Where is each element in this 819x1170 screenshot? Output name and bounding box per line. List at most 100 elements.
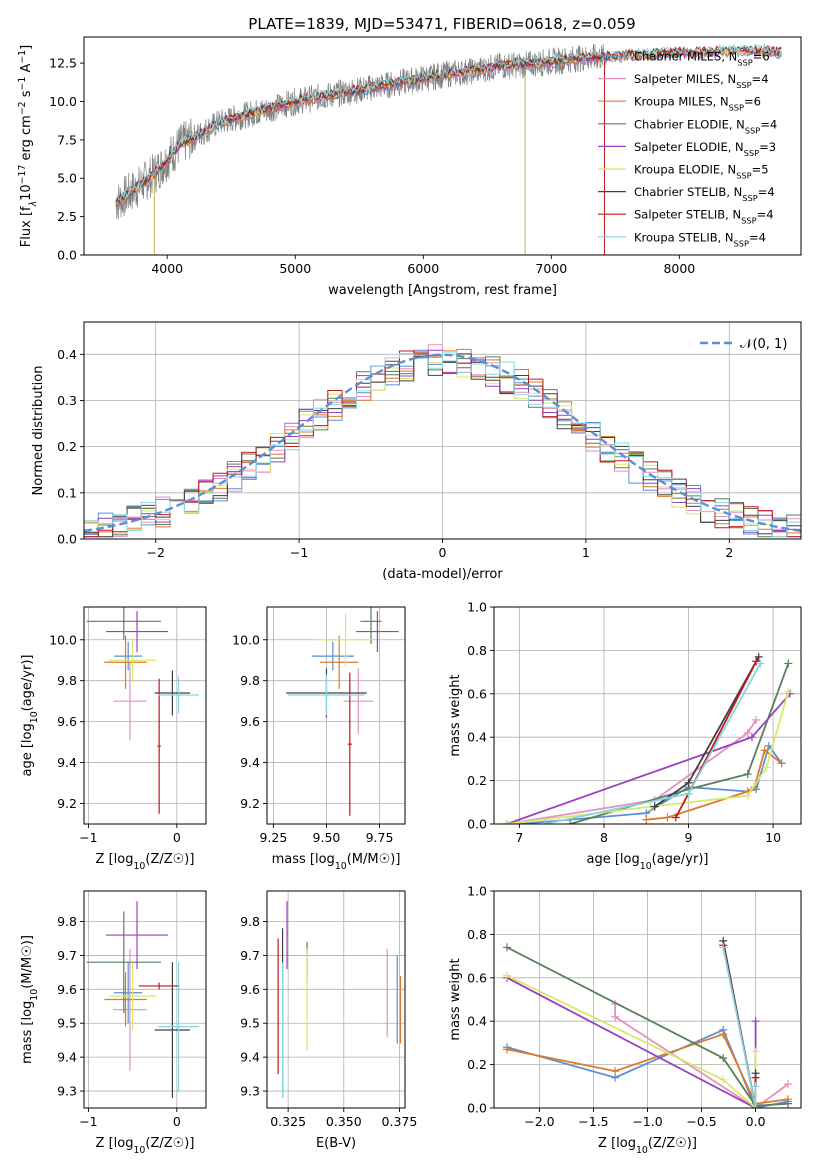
y-tick-label: 0.2	[467, 1057, 487, 1072]
errorbar-kroupa-elodie	[317, 613, 374, 667]
y-tick-label: 9.6	[57, 714, 77, 729]
y-tick-label: 9.5	[240, 1016, 260, 1031]
series-marker	[719, 1030, 728, 1039]
series-marker	[642, 815, 651, 824]
axes-frame	[83, 890, 207, 1109]
series-marker	[684, 789, 693, 798]
errorbar-kroupa-miles	[104, 972, 147, 1027]
y-tick-label: 9.4	[240, 755, 260, 770]
legend-label-gaussian: 𝒩(0, 1)	[740, 337, 787, 352]
y-tick-label: 9.4	[57, 1050, 77, 1065]
x-tick-label: 9.75	[366, 830, 394, 845]
series-marker	[719, 943, 728, 952]
histogram-kroupa-stelib	[84, 351, 801, 538]
y-tick-label: 9.5	[57, 1016, 77, 1031]
errorbar-kroupa-stelib	[288, 674, 365, 716]
x-tick-label: 7000	[535, 261, 567, 276]
axes-frame	[266, 606, 406, 825]
series-marker	[743, 728, 752, 737]
series-line	[519, 743, 783, 824]
mass-vs-ebv-panel: 0.325 0.350 0.375 9.3 9.4 9.5 9.6 9.7 9.8 E(B-V)	[240, 890, 417, 1151]
series-marker	[762, 763, 771, 772]
series-marker	[650, 802, 659, 811]
y-tick-label: 0.4	[57, 347, 77, 362]
errorbar-kroupa-stelib	[158, 962, 199, 1092]
y-tick-label: 1.0	[467, 600, 487, 615]
series-marker	[671, 813, 680, 822]
x-tick-label: 7	[515, 830, 523, 845]
y-tick-label: 0.6	[467, 970, 487, 985]
y-tick-label: 9.4	[240, 1050, 260, 1065]
series-marker	[743, 770, 752, 779]
y-tick-label: 10.0	[232, 632, 260, 647]
x-tick-label: −2	[146, 545, 164, 560]
series-line	[722, 947, 757, 1108]
y-tick-label: 0.3	[57, 393, 77, 408]
y-axis-label: mass weight	[448, 958, 463, 1040]
series-marker	[751, 1104, 760, 1108]
series-marker	[760, 746, 769, 755]
axes-frame	[83, 36, 802, 256]
legend-label-chabrier-miles: Chabrier MILES, NSSP=6	[634, 50, 770, 68]
x-tick-label: −1	[79, 830, 97, 845]
x-axis-label: wavelength [Angstrom, rest frame]	[328, 283, 557, 298]
errorbar-chabrier-miles	[311, 641, 355, 671]
x-tick-label: 0.350	[326, 1114, 362, 1129]
series-marker	[777, 759, 786, 768]
series-marker	[752, 657, 761, 666]
series-marker	[743, 791, 752, 800]
y-tick-label: 9.7	[240, 948, 260, 963]
series-chabrier-miles	[515, 741, 786, 824]
x-tick-label: 0	[173, 1114, 181, 1129]
x-tick-label: 8000	[663, 261, 695, 276]
errorbar-salpeter-elodie	[106, 901, 168, 969]
x-tick-label: −1	[79, 1114, 97, 1129]
errorbar-kroupa-elodie	[108, 637, 157, 683]
y-tick-label: 5.0	[57, 171, 77, 186]
series-marker	[611, 1067, 620, 1076]
series-marker	[502, 1045, 511, 1054]
series-marker	[502, 943, 511, 952]
errorbar-kroupa-miles	[320, 635, 359, 689]
x-tick-label: 9	[685, 830, 693, 845]
y-axis-label: age [log10(age/yr)]	[20, 655, 40, 777]
weight-vs-age-panel: 7 8 9 10 0.0 0.2 0.4 0.6 0.8 1.0 age [log10(age/yr…	[448, 600, 802, 872]
y-tick-label: 0.2	[57, 439, 77, 454]
series-line	[646, 748, 783, 821]
series-marker	[752, 715, 761, 724]
errorbar-chabrier-elodie	[86, 911, 161, 1014]
axes-frame	[83, 606, 207, 825]
x-tick-label: 10	[765, 830, 781, 845]
x-axis-label: Z [log10(Z/Z☉)]	[96, 1136, 195, 1156]
legend-label-chabrier-elodie: Chabrier ELODIE, NSSP=4	[634, 117, 777, 135]
errorbar-salpeter-miles	[343, 668, 374, 734]
x-axis-label: age [log10(age/yr)]	[587, 852, 709, 872]
series-marker	[751, 1047, 760, 1056]
series-marker	[663, 813, 672, 822]
series-kroupa-stelib	[540, 659, 765, 824]
x-axis-label: Z [log10(Z/Z☉)]	[598, 1136, 697, 1156]
y-tick-label: 0.8	[467, 643, 487, 658]
y-tick-label: 10.0	[49, 632, 77, 647]
axes-frame	[493, 606, 802, 825]
y-tick-label: 0.0	[467, 1101, 487, 1116]
series-marker	[502, 971, 511, 980]
series-chabrier-stelib	[650, 652, 763, 811]
legend-label-salpeter-miles: Salpeter MILES, NSSP=4	[634, 72, 769, 90]
axes-frame	[266, 890, 406, 1109]
series-marker	[751, 1082, 760, 1091]
y-tick-label: 10.0	[49, 94, 77, 109]
legend-label-chabrier-stelib: Chabrier STELIB, NSSP=4	[634, 185, 775, 203]
x-tick-label: 6000	[407, 261, 439, 276]
series-line	[506, 693, 791, 824]
series-marker	[751, 1017, 760, 1026]
age-vs-mass-panel: 9.25 9.50 9.75 9.2 9.4 9.6 9.8 10.0 mass [log10(…	[232, 606, 406, 872]
series-marker	[611, 1012, 620, 1021]
y-tick-label: 9.2	[240, 796, 260, 811]
series-marker	[784, 1080, 793, 1089]
series-kroupa-elodie	[502, 687, 793, 824]
weight-vs-Z-panel: −2.0 −1.5 −1.0 −0.5 0.0 0.0 0.2 0.4 0.6 0.8 1.0 Z […	[448, 884, 802, 1156]
mass-vs-Z-panel: −1 0 9.3 9.4 9.5 9.6 9.7 9.8 Z [log10(Z/Z☉)] mass…	[20, 890, 207, 1156]
series-marker	[747, 733, 756, 742]
series-line	[506, 691, 790, 824]
